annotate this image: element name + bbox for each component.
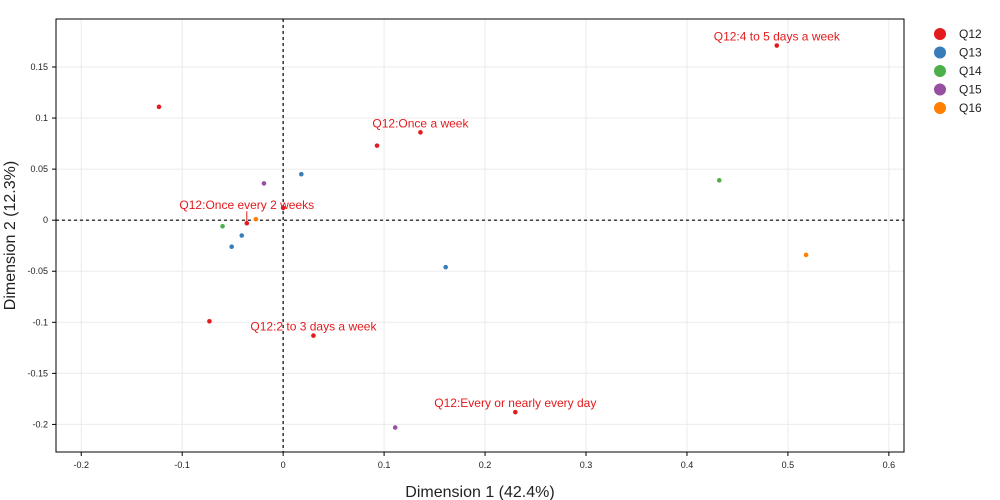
annotation-label: Q12:Once every 2 weeks	[179, 198, 314, 212]
y-axis-ticks: -0.2 -0.15 -0.1 -0.05 0 0.05 0.1 0.15	[27, 62, 56, 429]
data-point-q15	[261, 181, 267, 186]
x-tick-label: 0.5	[782, 460, 795, 470]
y-tick-label: -0.15	[27, 368, 48, 378]
legend-marker-q15	[934, 83, 946, 96]
y-tick-label: -0.2	[32, 419, 48, 429]
legend-label-q14: Q14	[959, 64, 982, 78]
x-tick-label: 0.6	[883, 460, 896, 470]
plot-frame	[55, 18, 905, 453]
data-points	[156, 43, 809, 430]
data-point-q13	[239, 233, 245, 238]
legend-label-q12: Q12	[959, 27, 982, 41]
data-point-q12	[513, 409, 518, 415]
annotation-label: Q12:4 to 5 days a week	[714, 30, 841, 44]
data-point-q13	[299, 171, 304, 177]
legend-label-q16: Q16	[959, 101, 982, 115]
y-tick-label: 0.1	[35, 113, 48, 123]
data-point-q12	[774, 43, 780, 48]
data-point-q12	[374, 143, 380, 148]
legend-marker-q16	[934, 102, 946, 114]
y-tick-label: 0	[43, 215, 48, 225]
grid-lines	[56, 19, 904, 452]
reference-lines	[56, 19, 904, 452]
data-point-q13	[229, 244, 234, 250]
data-point-q12	[280, 205, 286, 211]
x-tick-label: 0.3	[580, 460, 593, 470]
data-point-q15	[392, 425, 398, 430]
data-point-q16	[253, 216, 259, 222]
y-tick-label: -0.05	[27, 266, 48, 276]
x-tick-label: 0	[281, 460, 286, 470]
y-tick-label: 0.05	[30, 164, 48, 174]
annotations: Q12:4 to 5 days a week Q12:Once a week Q12…	[179, 30, 840, 411]
legend-label-q13: Q13	[959, 46, 982, 60]
legend: Q12 Q13 Q14 Q15 Q16	[934, 27, 982, 115]
data-point-q13	[443, 264, 448, 270]
data-point-q12	[156, 104, 162, 110]
legend-label-q15: Q15	[959, 83, 982, 97]
x-tick-label: 0.2	[479, 460, 492, 470]
legend-marker-q14	[934, 65, 946, 77]
y-axis-title: Dimension 2 (12.3%)	[2, 161, 19, 310]
y-tick-label: 0.15	[30, 62, 48, 72]
data-point-q14	[716, 178, 722, 183]
data-point-q14	[220, 224, 225, 229]
x-tick-label: 0.4	[681, 460, 694, 470]
y-tick-label: -0.1	[32, 317, 48, 327]
x-axis-ticks: -0.2 -0.1 0 0.1 0.2 0.3 0.4 0.5 0.6	[73, 452, 895, 470]
x-tick-label: 0.1	[378, 460, 391, 470]
data-point-q12	[311, 333, 316, 338]
x-tick-label: -0.2	[73, 460, 89, 470]
x-axis-title: Dimension 1 (42.4%)	[405, 484, 554, 500]
annotation-label: Q12:Once a week	[372, 116, 469, 130]
data-point-q12	[207, 318, 212, 324]
annotation-label: Q12:Every or nearly every day	[434, 396, 596, 410]
legend-marker-q12	[934, 28, 946, 40]
data-point-q16	[803, 252, 809, 258]
data-point-q12	[418, 130, 423, 135]
legend-marker-q13	[934, 46, 946, 59]
data-point-q12	[244, 220, 250, 226]
annotation-label: Q12:2 to 3 days a week	[250, 320, 377, 334]
x-tick-label: -0.1	[174, 460, 190, 470]
